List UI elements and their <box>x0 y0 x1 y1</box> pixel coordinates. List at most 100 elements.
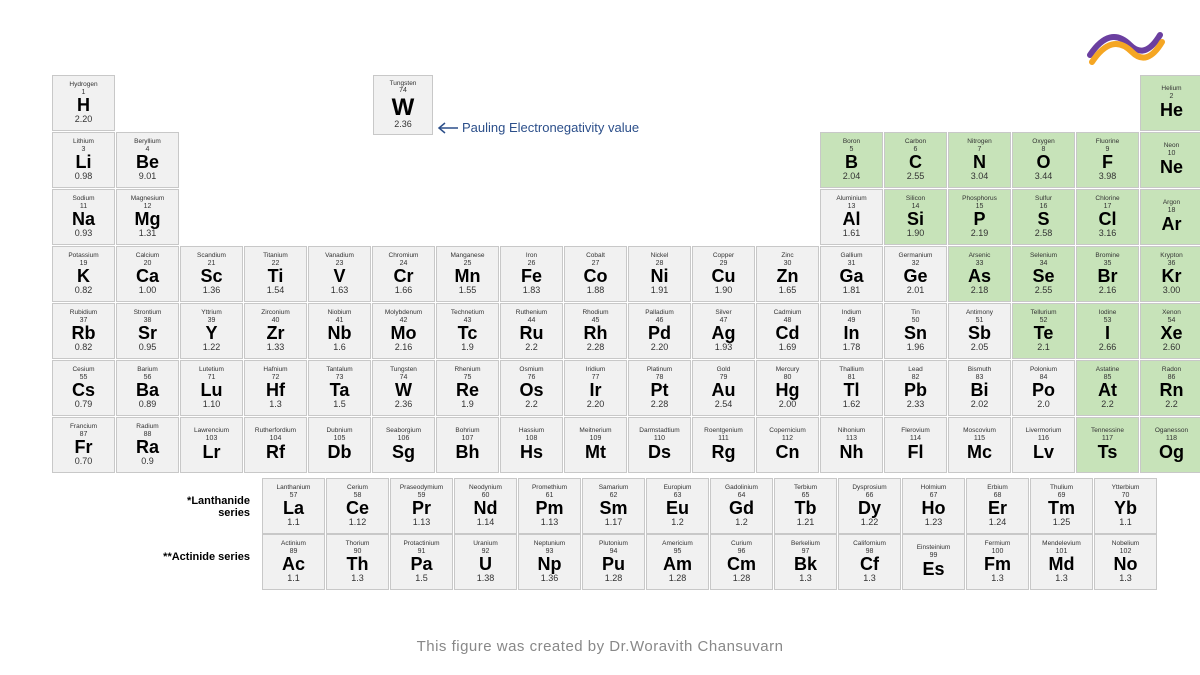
element-cell-bh: Bohrium107Bh <box>436 417 499 473</box>
element-name: Ytterbium <box>1112 485 1140 492</box>
element-cell-os: Osmium76Os2.2 <box>500 360 563 416</box>
element-name: Krypton <box>1160 253 1182 260</box>
element-cell-cf: Californium98Cf1.3 <box>838 534 901 590</box>
element-symbol: Fe <box>521 267 542 286</box>
element-symbol: Pr <box>412 499 431 518</box>
element-cell-ra: Radium88Ra0.9 <box>116 417 179 473</box>
element-symbol: Tc <box>458 324 478 343</box>
element-en: 2.66 <box>1099 343 1117 352</box>
element-en: 1.54 <box>267 286 285 295</box>
brand-logo <box>1080 20 1170 70</box>
element-en: 2.19 <box>971 229 989 238</box>
element-cell-xe: Xenon54Xe2.60 <box>1140 303 1200 359</box>
element-symbol: Hf <box>266 381 285 400</box>
element-symbol: Rg <box>712 443 736 462</box>
element-symbol: Sc <box>200 267 222 286</box>
element-en: 1.21 <box>797 518 815 527</box>
element-symbol: Ag <box>712 324 736 343</box>
element-symbol: Ra <box>136 438 159 457</box>
element-cell-cr: Chromium24Cr1.66 <box>372 246 435 302</box>
element-cell-pm: Promethium61Pm1.13 <box>518 478 581 534</box>
element-name: Oganesson <box>1155 428 1188 435</box>
legend-en: 2.36 <box>394 120 412 129</box>
element-cell-nd: Neodynium60Nd1.14 <box>454 478 517 534</box>
element-en: 1.36 <box>541 574 559 583</box>
element-cell-n: Nitrogen7N3.04 <box>948 132 1011 188</box>
element-cell-c: Carbon6C2.55 <box>884 132 947 188</box>
element-name: Arsenic <box>969 253 991 260</box>
element-en: 0.89 <box>139 400 157 409</box>
element-en: 1.9 <box>461 343 474 352</box>
element-en: 1.3 <box>863 574 876 583</box>
element-cell-ta: Tantalum73Ta1.5 <box>308 360 371 416</box>
element-en: 2.02 <box>971 400 989 409</box>
element-name: Flerovium <box>901 428 930 435</box>
element-symbol: Bk <box>794 555 817 574</box>
element-symbol: Eu <box>666 499 689 518</box>
element-name: Terbium <box>794 485 817 492</box>
element-en: 1.2 <box>735 518 748 527</box>
element-symbol: C <box>909 153 922 172</box>
element-en: 2.33 <box>907 400 925 409</box>
element-symbol: Ca <box>136 267 159 286</box>
element-symbol: Tb <box>795 499 817 518</box>
element-name: Hydrogen <box>69 82 97 89</box>
element-symbol: Dy <box>858 499 881 518</box>
element-en: 1.28 <box>605 574 623 583</box>
element-cell-cn: Copernicium112Cn <box>756 417 819 473</box>
element-symbol: Bh <box>456 443 480 462</box>
element-en: 2.16 <box>395 343 413 352</box>
element-symbol: Tm <box>1048 499 1075 518</box>
element-name: Vanadium <box>325 253 354 260</box>
element-cell-er: Erbium68Er1.24 <box>966 478 1029 534</box>
element-cell-nb: Niobium41Nb1.6 <box>308 303 371 359</box>
element-en: 2.28 <box>651 400 669 409</box>
element-name: Technetium <box>451 310 484 317</box>
legend-cell: Tungsten 74 W 2.36 <box>373 75 433 135</box>
element-symbol: As <box>968 267 991 286</box>
element-symbol: Pb <box>904 381 927 400</box>
element-cell-u: Uranium92U1.38 <box>454 534 517 590</box>
element-name: Tin <box>911 310 920 317</box>
element-symbol: Sr <box>138 324 157 343</box>
element-symbol: Og <box>1159 443 1184 462</box>
element-en: 1.81 <box>843 286 861 295</box>
element-symbol: Fl <box>908 443 924 462</box>
element-name: Gadolinium <box>725 485 758 492</box>
element-symbol: Kr <box>1161 267 1181 286</box>
element-en: 2.60 <box>1163 343 1181 352</box>
element-name: Darmstadtium <box>639 428 679 435</box>
element-name: Francium <box>70 424 97 431</box>
element-symbol: He <box>1160 101 1183 120</box>
element-en: 1.83 <box>523 286 541 295</box>
element-cell-th: Thorium90Th1.3 <box>326 534 389 590</box>
element-cell-b: Boron5B2.04 <box>820 132 883 188</box>
element-cell-am: Americium95Am1.28 <box>646 534 709 590</box>
element-cell-ce: Cerium58Ce1.12 <box>326 478 389 534</box>
element-cell-ru: Ruthenium44Ru2.2 <box>500 303 563 359</box>
element-symbol: Cl <box>1099 210 1117 229</box>
element-cell-yb: Ytterbium70Yb1.1 <box>1094 478 1157 534</box>
element-cell-at: Astatine85At2.2 <box>1076 360 1139 416</box>
element-name: Platinum <box>647 367 672 374</box>
element-en: 2.2 <box>1101 400 1114 409</box>
element-en: 2.55 <box>907 172 925 181</box>
element-en: 1.93 <box>715 343 733 352</box>
element-symbol: S <box>1037 210 1049 229</box>
element-symbol: Hg <box>776 381 800 400</box>
element-cell-md: Mendelevium101Md1.3 <box>1030 534 1093 590</box>
element-en: 2.20 <box>651 343 669 352</box>
element-name: Scandium <box>197 253 226 260</box>
element-en: 1.22 <box>203 343 221 352</box>
element-name: Boron <box>843 139 860 146</box>
element-symbol: Ga <box>839 267 863 286</box>
element-symbol: H <box>77 96 90 115</box>
element-name: Thorium <box>346 541 370 548</box>
element-name: Rutherfordium <box>255 428 296 435</box>
element-en: 1.13 <box>541 518 559 527</box>
element-name: Silicon <box>906 196 925 203</box>
element-symbol: Zn <box>777 267 799 286</box>
element-name: Yttrium <box>201 310 222 317</box>
element-symbol: Y <box>205 324 217 343</box>
element-name: Aluminium <box>836 196 866 203</box>
